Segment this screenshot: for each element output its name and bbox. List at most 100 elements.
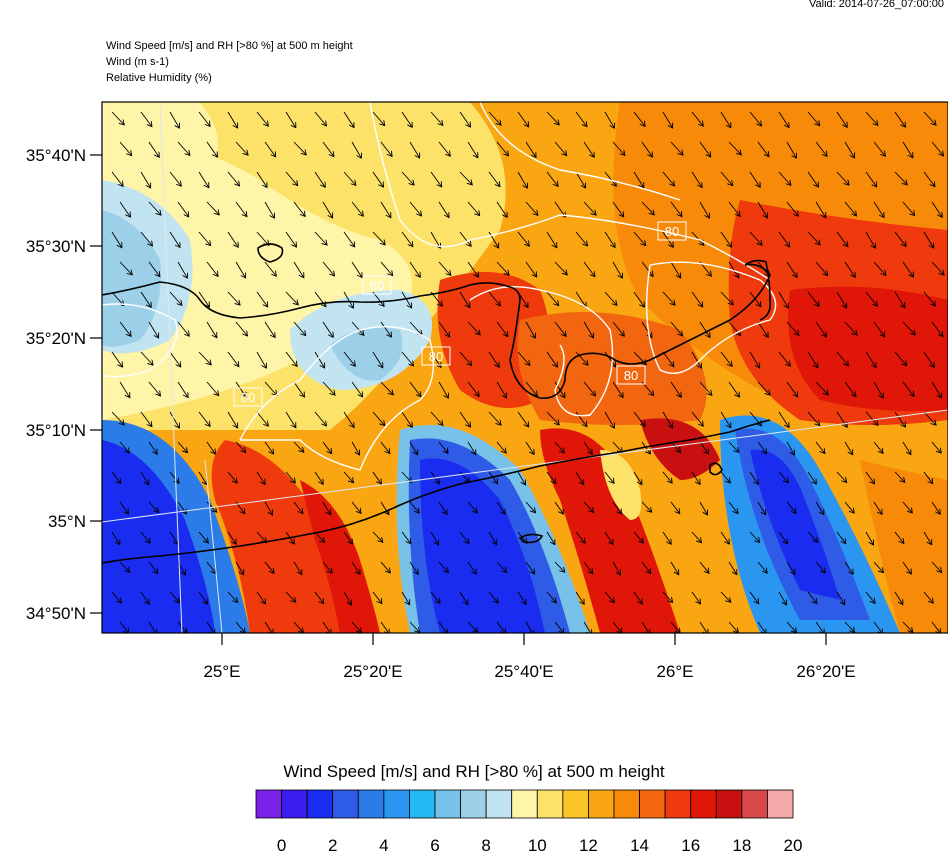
wind-arrow xyxy=(372,531,383,542)
wind-arrow xyxy=(235,381,246,397)
wind-arrow xyxy=(401,291,412,308)
wind-arrow xyxy=(111,291,124,306)
wind-arrow xyxy=(815,501,824,515)
rh-label-4: 80 xyxy=(624,368,638,383)
wind-arrow xyxy=(575,111,587,127)
wind-arrow xyxy=(807,411,820,426)
wind-arrow xyxy=(873,261,886,275)
colorbar-swatch xyxy=(767,789,794,819)
wind-arrow xyxy=(612,441,623,453)
wind-arrow xyxy=(554,201,565,217)
wind-arrow xyxy=(836,411,847,427)
wind-arrow xyxy=(119,561,130,572)
colorbar-swatch xyxy=(562,789,589,819)
wind-arrow xyxy=(902,141,913,158)
wind-arrow xyxy=(604,231,615,248)
wind-arrow xyxy=(894,291,905,308)
wind-arrow xyxy=(467,561,476,574)
wind-arrow xyxy=(525,261,537,277)
wind-arrow xyxy=(633,231,646,246)
wind-arrow xyxy=(786,201,798,216)
colorbar-swatch xyxy=(536,789,564,819)
wind-arrow xyxy=(351,141,361,158)
lat-label-2: 35°30'N xyxy=(26,237,86,256)
wind-arrow xyxy=(699,561,709,573)
wind-arrow xyxy=(438,501,447,514)
wind-arrow xyxy=(554,141,567,156)
wind-arrow xyxy=(728,621,738,633)
wind-arrow xyxy=(844,501,854,513)
wind-arrow xyxy=(198,471,207,485)
lat-label-3: 35°20'N xyxy=(26,329,86,348)
wind-arrow xyxy=(546,171,558,186)
wind-arrow xyxy=(691,531,702,543)
wind-arrow xyxy=(525,321,535,338)
wind-arrow xyxy=(380,381,393,395)
wind-arrow xyxy=(169,111,179,128)
wind-arrow xyxy=(902,201,915,216)
wind-arrow xyxy=(409,321,422,335)
wind-arrow xyxy=(691,111,703,126)
wind-arrow xyxy=(227,531,236,544)
rh-contours xyxy=(102,102,777,471)
wind-arrow xyxy=(459,351,472,366)
field-red-sw xyxy=(211,440,360,633)
wind-arrow xyxy=(264,201,274,218)
wind-arrow xyxy=(749,231,762,245)
valid-time-label: Valid: 2014-07-26_07:00:00 xyxy=(809,0,944,10)
wind-arrow xyxy=(728,501,738,514)
lon-label-3: 25°40'E xyxy=(494,662,553,681)
wind-arrow xyxy=(459,591,468,605)
wind-arrow xyxy=(496,261,509,275)
wind-arrow xyxy=(749,171,760,187)
wind-arrow xyxy=(931,621,941,633)
wind-arrow xyxy=(633,111,645,126)
rh-label-3: 80 xyxy=(429,349,443,364)
wind-arrow xyxy=(575,471,584,485)
wind-arrow xyxy=(749,351,760,368)
colorbar-swatch xyxy=(281,789,308,819)
wind-arrow xyxy=(836,291,847,308)
wind-arrow xyxy=(720,591,731,602)
wind-arrow xyxy=(546,231,557,248)
wind-arrow xyxy=(198,111,210,126)
wind-arrow xyxy=(314,471,323,484)
wind-arrow xyxy=(691,411,703,426)
wind-arrow xyxy=(140,171,151,188)
wind-arrow xyxy=(140,531,150,543)
wind-arrow xyxy=(314,351,325,368)
graticule xyxy=(102,102,948,633)
wind-arrow xyxy=(459,531,469,544)
wind-arrow xyxy=(699,441,709,454)
wind-arrow xyxy=(380,561,390,573)
colorbar-tick-label: 20 xyxy=(783,836,803,855)
wind-arrow xyxy=(293,381,304,397)
field-orange-se xyxy=(860,460,948,633)
wind-arrow xyxy=(641,501,652,512)
wind-arrow xyxy=(285,171,298,186)
wind-arrow xyxy=(111,231,122,248)
wind-arrow xyxy=(873,381,883,398)
wind-arrow xyxy=(322,261,335,276)
wind-arrow xyxy=(169,531,178,544)
wind-arrow xyxy=(670,201,682,217)
wind-arrow xyxy=(612,621,622,633)
wind-arrow xyxy=(525,201,538,215)
wind-arrow xyxy=(786,381,798,397)
wind-arrow xyxy=(409,381,421,397)
wind-arrow xyxy=(931,441,941,453)
wind-arrow xyxy=(343,171,356,185)
wind-arrow xyxy=(865,351,876,368)
wind-arrow xyxy=(575,231,588,246)
wind-arrow xyxy=(836,471,847,482)
wind-arrow xyxy=(206,141,217,157)
wind-arrow xyxy=(351,441,360,455)
wind-arrow xyxy=(322,621,331,633)
wind-arrow xyxy=(546,111,559,125)
wind-arrow xyxy=(778,291,788,308)
wind-arrow xyxy=(198,411,210,426)
wind-arrow xyxy=(865,411,878,425)
coast-islet-2 xyxy=(518,533,544,544)
rh-contour-ne xyxy=(645,261,777,374)
wind-arrow xyxy=(931,261,944,275)
